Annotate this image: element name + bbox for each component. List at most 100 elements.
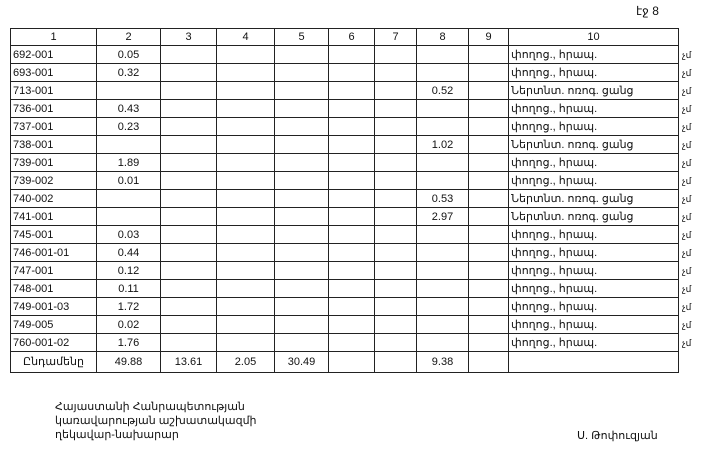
table-cell xyxy=(374,189,417,208)
table-cell xyxy=(216,243,275,262)
table-cell xyxy=(328,99,375,118)
table-row: 739-001 1.89 փողոց., հրապ. չմ xyxy=(10,153,697,172)
table-cell: 736-001 xyxy=(10,99,97,118)
table-cell: փողոց., հրապ. xyxy=(508,243,679,262)
table-cell xyxy=(216,225,275,244)
table-cell: 0.53 xyxy=(416,189,469,208)
table-cell xyxy=(160,225,217,244)
table-row: 739-002 0.01 փողոց., հրապ. չմ xyxy=(10,171,697,190)
table-cell xyxy=(374,63,417,82)
table-cell xyxy=(216,207,275,226)
column-header: 9 xyxy=(468,28,509,46)
table-cell xyxy=(468,261,509,280)
margin-mark: չմ xyxy=(682,193,692,204)
table-cell: 0.03 xyxy=(96,225,161,244)
table-cell xyxy=(328,351,375,373)
table-cell xyxy=(468,333,509,352)
margin-spacer xyxy=(679,29,697,46)
table-cell xyxy=(160,63,217,82)
table-cell: 0.32 xyxy=(96,63,161,82)
table-cell xyxy=(274,117,329,136)
table-cell: փողոց., հրապ. xyxy=(508,261,679,280)
table-cell: 1.72 xyxy=(96,297,161,316)
table-cell xyxy=(468,297,509,316)
table-cell: 749-005 xyxy=(10,315,97,334)
table-cell xyxy=(216,171,275,190)
table-row: 737-001 0.23 փողոց., հրապ. չմ xyxy=(10,117,697,136)
table-cell xyxy=(216,189,275,208)
table-cell xyxy=(274,261,329,280)
table-cell: փողոց., հրապ. xyxy=(508,333,679,352)
table-cell xyxy=(216,153,275,172)
table-cell: 760-001-02 xyxy=(10,333,97,352)
table-cell xyxy=(468,315,509,334)
table-cell xyxy=(160,135,217,154)
table-cell xyxy=(374,243,417,262)
table-cell xyxy=(160,279,217,298)
table-cell xyxy=(468,135,509,154)
table-cell xyxy=(96,207,161,226)
table-cell xyxy=(328,135,375,154)
table-cell xyxy=(468,225,509,244)
table-cell xyxy=(468,117,509,136)
table-cell: փողոց., հրապ. xyxy=(508,63,679,82)
table-cell xyxy=(328,171,375,190)
table-cell xyxy=(468,45,509,64)
table-cell xyxy=(160,207,217,226)
table-cell: 0.02 xyxy=(96,315,161,334)
margin-mark: չմ xyxy=(682,283,692,294)
table-cell xyxy=(416,225,469,244)
page-number: էջ 8 xyxy=(636,4,659,18)
table-cell xyxy=(274,297,329,316)
table-cell: 748-001 xyxy=(10,279,97,298)
table-cell: Ներտնտ. ոռոգ. ցանց xyxy=(508,189,679,208)
table-cell xyxy=(374,135,417,154)
table-cell: փողոց., հրապ. xyxy=(508,171,679,190)
table-cell xyxy=(468,171,509,190)
table-cell xyxy=(328,153,375,172)
table-cell: 693-001 xyxy=(10,63,97,82)
table-cell: 739-002 xyxy=(10,171,97,190)
table-cell xyxy=(160,153,217,172)
table-cell: 0.44 xyxy=(96,243,161,262)
margin-spacer xyxy=(679,352,697,373)
table-cell: 0.05 xyxy=(96,45,161,64)
table-cell xyxy=(416,99,469,118)
table-cell xyxy=(374,171,417,190)
margin-mark: չմ xyxy=(682,49,692,60)
table-cell xyxy=(416,243,469,262)
margin-mark: չմ xyxy=(682,229,692,240)
table-cell xyxy=(328,117,375,136)
table-cell: փողոց., հրապ. xyxy=(508,279,679,298)
table-cell xyxy=(468,279,509,298)
table-cell xyxy=(374,279,417,298)
data-table: 1 2 3 4 5 6 7 8 9 10 692-001 0.05 փողոց., … xyxy=(10,28,697,373)
table-cell xyxy=(274,225,329,244)
table-cell xyxy=(160,297,217,316)
margin-mark: չմ xyxy=(682,337,692,348)
table-cell: 740-002 xyxy=(10,189,97,208)
table-row: 749-001-03 1.72 փողոց., հրապ. չմ xyxy=(10,297,697,316)
table-cell: 1.89 xyxy=(96,153,161,172)
table-cell xyxy=(216,297,275,316)
table-cell xyxy=(160,171,217,190)
table-cell xyxy=(328,81,375,100)
table-cell: 2.97 xyxy=(416,207,469,226)
margin-mark: չմ xyxy=(682,121,692,132)
table-cell xyxy=(160,45,217,64)
table-cell xyxy=(160,315,217,334)
table-cell: 747-001 xyxy=(10,261,97,280)
table-cell xyxy=(374,333,417,352)
table-cell: փողոց., հրապ. xyxy=(508,315,679,334)
table-cell xyxy=(160,189,217,208)
table-cell: փողոց., հրապ. xyxy=(508,225,679,244)
table-cell xyxy=(216,45,275,64)
table-cell xyxy=(416,261,469,280)
table-cell: 692-001 xyxy=(10,45,97,64)
table-cell xyxy=(416,279,469,298)
table-cell xyxy=(274,81,329,100)
table-cell xyxy=(468,99,509,118)
table-cell xyxy=(328,63,375,82)
table-cell xyxy=(274,63,329,82)
